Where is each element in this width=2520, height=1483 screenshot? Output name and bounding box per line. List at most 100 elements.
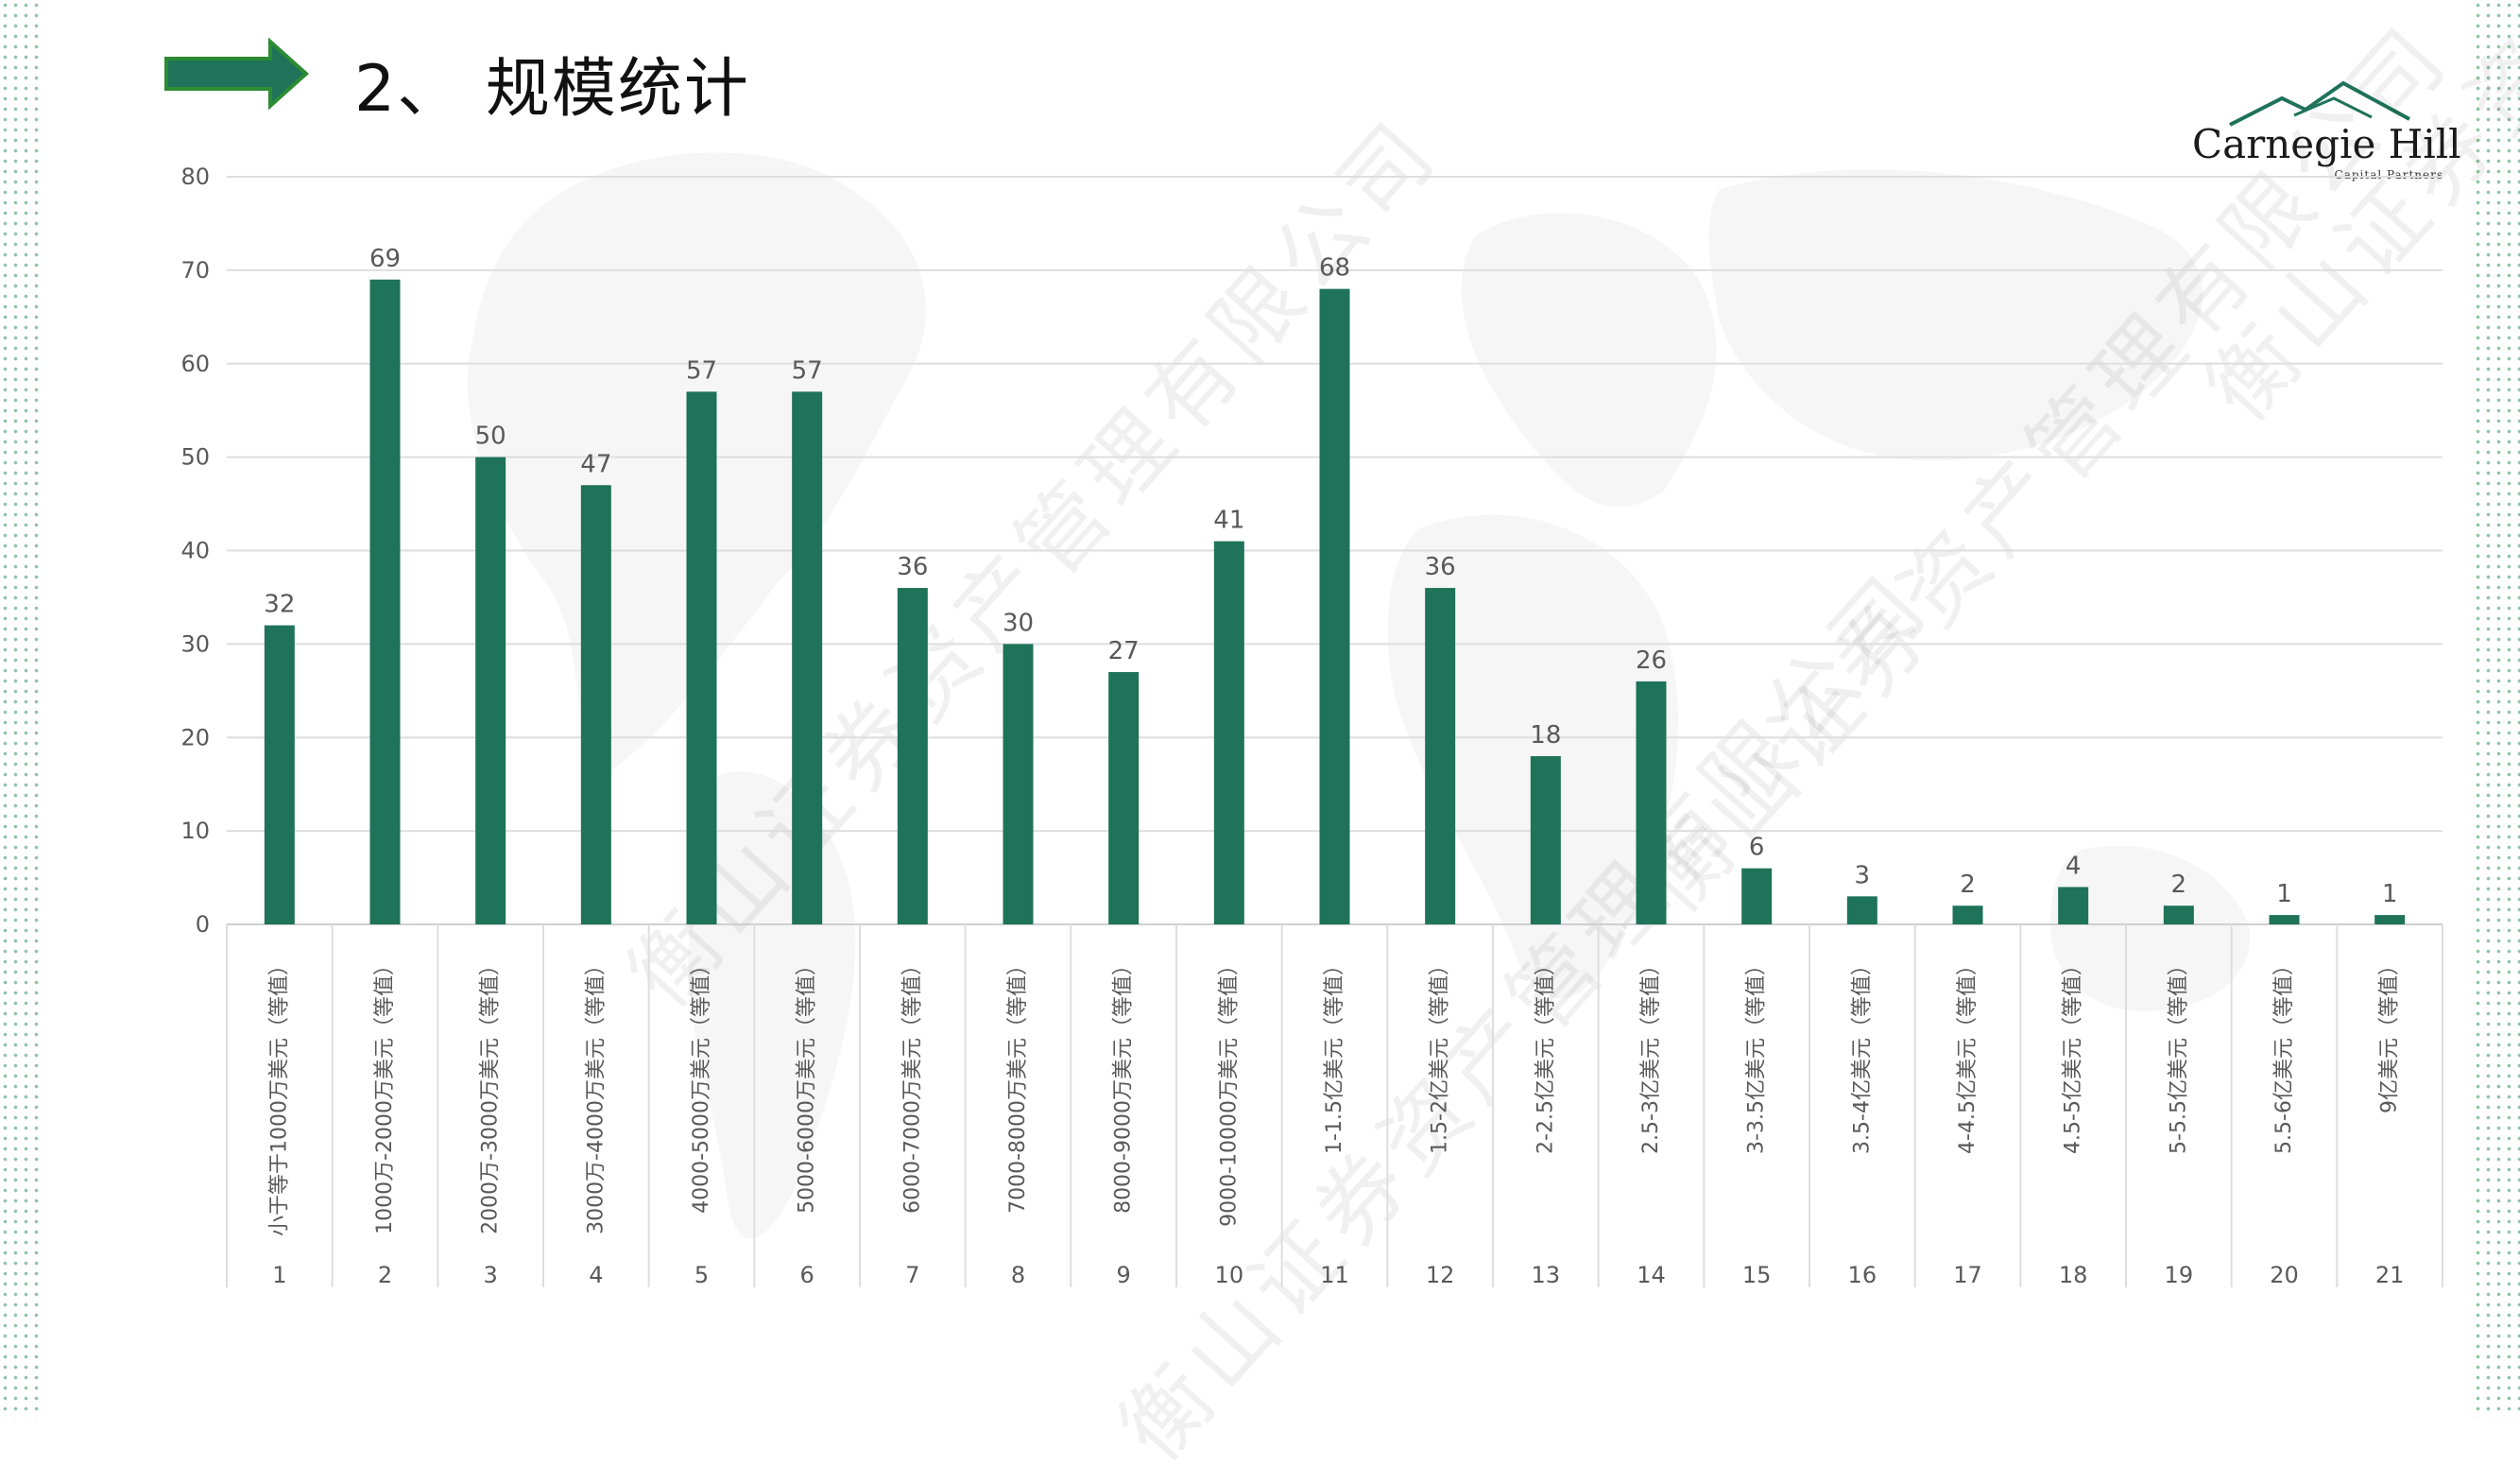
data-label: 41	[1213, 507, 1244, 535]
x-category-label: 3000万-4000万美元（等值）	[584, 955, 608, 1234]
x-index-label: 3	[484, 1262, 498, 1288]
bar	[2269, 915, 2300, 924]
y-tick-label: 20	[180, 724, 210, 750]
bar	[1636, 681, 1667, 924]
bar	[369, 279, 401, 924]
y-tick-label: 40	[180, 538, 210, 564]
data-label: 1	[2276, 880, 2292, 908]
x-index-label: 17	[1953, 1262, 1982, 1288]
data-label: 30	[1003, 609, 1034, 637]
x-index-label: 8	[1011, 1262, 1025, 1288]
data-label: 68	[1319, 254, 1350, 283]
data-label: 36	[897, 553, 928, 581]
x-index-label: 2	[378, 1262, 392, 1288]
x-index-label: 6	[800, 1262, 814, 1288]
x-category-label: 4-4.5亿美元（等值）	[1956, 955, 1980, 1154]
data-label: 47	[580, 450, 611, 478]
x-index-label: 11	[1320, 1262, 1349, 1288]
x-category-label: 5-5.5亿美元（等值）	[2167, 955, 2190, 1154]
title-arrow-icon	[164, 38, 309, 110]
data-label: 6	[1749, 834, 1765, 862]
data-label: 57	[792, 356, 823, 385]
x-category-label: 6000-7000万美元（等值）	[900, 955, 924, 1214]
x-index-label: 5	[694, 1262, 709, 1288]
bar	[1319, 288, 1350, 924]
x-category-label: 5000-6000万美元（等值）	[796, 955, 819, 1214]
bar	[897, 588, 928, 924]
mountain-logo-icon	[2229, 80, 2410, 127]
x-category-label: 2.5-3亿美元（等值）	[1639, 955, 1663, 1154]
x-index-label: 9	[1117, 1262, 1131, 1288]
y-tick-label: 80	[180, 164, 210, 190]
data-label: 1	[2382, 880, 2398, 908]
bar	[2058, 887, 2089, 924]
x-category-label: 3.5-4亿美元（等值）	[1850, 955, 1874, 1154]
page-title: 2、 规模统计	[354, 52, 750, 127]
x-category-label: 9亿美元（等值）	[2378, 955, 2402, 1113]
x-category-label: 4.5-5亿美元（等值）	[2062, 955, 2085, 1154]
bar	[264, 625, 295, 924]
bar	[1108, 672, 1140, 924]
data-label: 32	[264, 591, 295, 619]
x-index-label: 15	[1742, 1262, 1772, 1288]
bar	[580, 485, 611, 924]
x-category-label: 3-3.5亿美元（等值）	[1745, 955, 1769, 1154]
left-dot-pattern	[0, 0, 43, 1418]
x-category-label: 2-2.5亿美元（等值）	[1534, 955, 1557, 1154]
right-dot-pattern	[2473, 0, 2520, 1418]
bar	[2374, 915, 2406, 924]
x-category-label: 1.5-2亿美元（等值）	[1429, 955, 1452, 1154]
y-tick-label: 50	[180, 444, 210, 471]
logo-subtitle: Capital Partners	[2334, 168, 2443, 181]
data-label: 69	[369, 245, 401, 273]
x-index-label: 1	[272, 1262, 286, 1288]
y-tick-label: 0	[196, 911, 210, 938]
x-category-label: 5.5-6亿美元（等值）	[2272, 955, 2296, 1154]
y-tick-label: 60	[180, 351, 210, 377]
bar	[1952, 905, 1983, 924]
data-label: 2	[1960, 871, 1976, 899]
x-index-label: 12	[1426, 1262, 1455, 1288]
x-index-label: 10	[1215, 1262, 1244, 1288]
x-category-label: 8000-9000万美元（等值）	[1112, 955, 1136, 1214]
x-category-label: 小于等于1000万美元（等值）	[267, 955, 291, 1236]
y-tick-label: 10	[180, 818, 210, 844]
data-label: 57	[686, 356, 717, 385]
x-index-label: 18	[2059, 1262, 2088, 1288]
x-index-label: 19	[2165, 1262, 2194, 1288]
bar	[1425, 588, 1456, 924]
x-category-label: 1000万-2000万美元（等值）	[373, 955, 397, 1234]
data-label: 36	[1425, 553, 1456, 581]
bar-chart: 0102030405060708032小于等于1000万美元（等值）169100…	[180, 164, 2443, 1288]
bar	[1741, 868, 1773, 924]
x-category-label: 7000-8000万美元（等值）	[1006, 955, 1030, 1214]
data-label: 27	[1108, 637, 1140, 665]
bar	[1846, 896, 1877, 924]
x-category-label: 9000-10000万美元（等值）	[1217, 955, 1241, 1227]
x-category-label: 2000万-3000万美元（等值）	[479, 955, 503, 1234]
x-index-label: 4	[589, 1262, 603, 1288]
x-index-label: 16	[1848, 1262, 1877, 1288]
x-index-label: 7	[905, 1262, 919, 1288]
bar	[792, 391, 823, 925]
bar	[475, 457, 506, 924]
company-logo: Carnegie Hill Capital Partners	[2192, 78, 2461, 191]
y-tick-label: 70	[180, 257, 210, 284]
data-label: 26	[1636, 647, 1667, 675]
bar	[1003, 644, 1034, 924]
data-label: 4	[2066, 852, 2082, 880]
bar	[2163, 905, 2194, 924]
x-index-label: 21	[2375, 1262, 2405, 1288]
bar	[686, 391, 717, 925]
data-label: 50	[475, 422, 506, 451]
x-index-label: 20	[2270, 1262, 2299, 1288]
x-category-label: 4000-5000万美元（等值）	[690, 955, 713, 1214]
logo-name: Carnegie Hill	[2192, 121, 2461, 167]
data-label: 18	[1530, 721, 1561, 750]
data-label: 2	[2171, 871, 2187, 899]
x-category-label: 1-1.5亿美元（等值）	[1323, 955, 1346, 1154]
y-tick-label: 30	[180, 630, 210, 657]
data-label: 3	[1855, 861, 1871, 889]
x-index-label: 13	[1532, 1262, 1561, 1288]
bar	[1213, 541, 1244, 924]
